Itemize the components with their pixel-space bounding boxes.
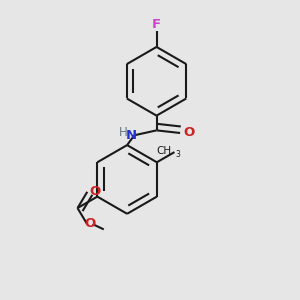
Text: O: O <box>84 217 96 230</box>
Text: 3: 3 <box>175 150 180 159</box>
Text: O: O <box>184 126 195 139</box>
Text: N: N <box>126 129 137 142</box>
Text: H: H <box>119 126 128 139</box>
Text: CH: CH <box>157 146 172 156</box>
Text: F: F <box>152 18 161 31</box>
Text: O: O <box>90 184 101 198</box>
